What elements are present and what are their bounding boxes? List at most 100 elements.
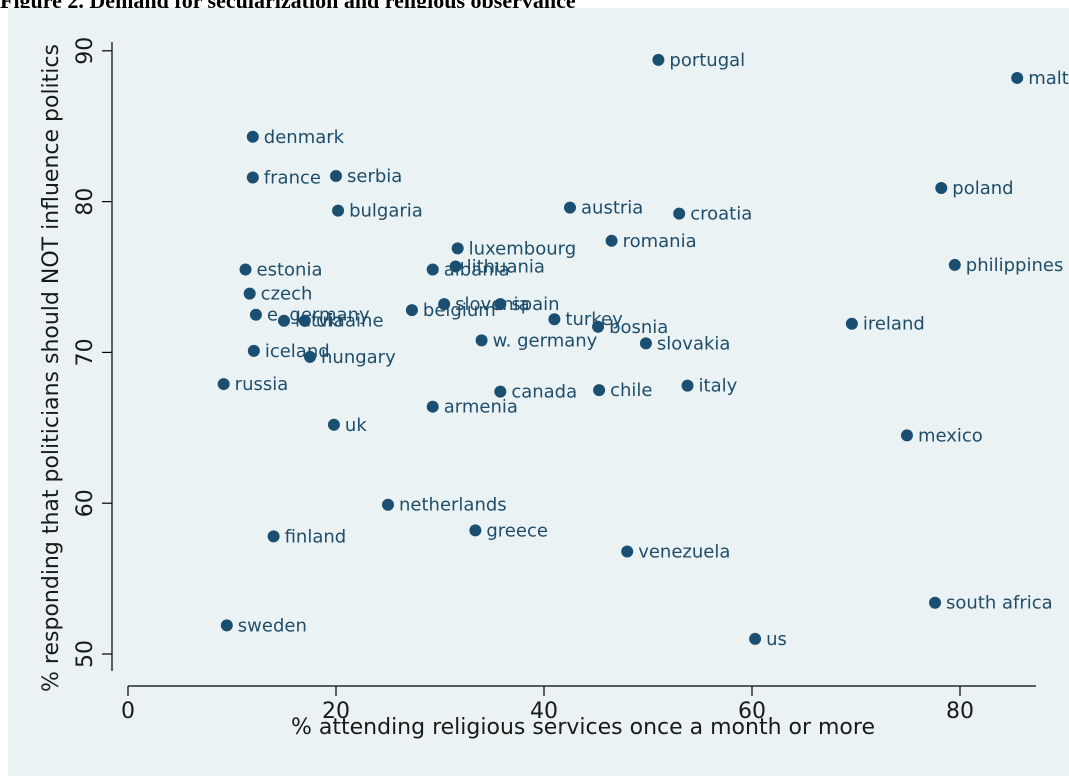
data-point [605, 234, 618, 247]
data-point-label: croatia [690, 204, 752, 225]
data-point [948, 258, 961, 271]
data-point-label: luxembourg [469, 238, 576, 259]
data-point-label: spain [511, 294, 559, 315]
data-point-label: romania [623, 231, 697, 252]
data-point-label: hungary [321, 347, 396, 368]
data-point [929, 596, 942, 609]
data-point-label: south africa [946, 593, 1053, 614]
data-point [332, 204, 345, 217]
data-point [247, 344, 260, 357]
data-point-label: iceland [265, 341, 330, 362]
data-point [475, 334, 488, 347]
data-point [845, 317, 858, 330]
data-point [935, 182, 948, 195]
data-point [327, 418, 340, 431]
data-point [304, 350, 316, 363]
data-point-label: uk [345, 415, 367, 436]
data-point [1011, 71, 1024, 84]
data-point [900, 429, 913, 442]
data-point [593, 384, 606, 397]
data-point-label: sweden [238, 615, 307, 636]
data-point [494, 385, 507, 398]
x-tick-label: 40 [530, 699, 558, 724]
y-tick-label: 50 [73, 640, 98, 668]
data-point-label: bulgaria [349, 201, 423, 222]
x-tick-label: 0 [121, 699, 135, 724]
data-point [681, 379, 694, 392]
scatter-chart: 50 60 70 80 90 0 20 40 60 80 % attending religio… [39, 37, 1069, 740]
data-point-label: turkey [565, 309, 623, 330]
x-tick-label: 20 [322, 699, 350, 724]
data-point-label: lithuania [467, 256, 545, 277]
data-point-label: czech [261, 284, 313, 305]
data-point [382, 498, 394, 511]
data-point-label: us [766, 629, 787, 650]
y-axis-title: % responding that politicians should NOT… [39, 44, 64, 692]
data-point-label: mexico [918, 425, 983, 446]
data-point-label: e. germany [267, 305, 370, 326]
data-point [330, 169, 342, 182]
data-point-label: slovakia [657, 333, 731, 354]
data-point-label: w. germany [493, 330, 598, 351]
data-point [239, 263, 252, 276]
data-points: portugal malta denmark france serbia bulgaria… [217, 50, 1069, 650]
data-point [249, 308, 262, 321]
y-tick-label: 80 [73, 188, 98, 216]
data-point [267, 530, 280, 543]
data-point-label: armenia [444, 397, 518, 418]
x-tick-label: 80 [946, 699, 974, 724]
data-point [564, 201, 576, 214]
data-point [621, 545, 634, 558]
data-point [592, 320, 605, 333]
data-point-label: ukraine [316, 311, 384, 332]
y-tick-label: 60 [73, 489, 98, 517]
x-tick-label: 60 [738, 699, 766, 724]
data-point [278, 314, 290, 327]
data-point [469, 524, 482, 537]
data-point [652, 53, 665, 66]
data-point-label: greece [486, 520, 548, 541]
data-point-label: serbia [347, 166, 402, 187]
data-point-label: philippines [966, 255, 1064, 276]
data-point [405, 304, 418, 317]
data-point-label: denmark [264, 127, 345, 148]
chart-panel: 50 60 70 80 90 0 20 40 60 80 % attending religio… [8, 8, 1069, 776]
data-point-label: portugal [669, 50, 745, 71]
data-point [246, 171, 259, 184]
data-point [749, 632, 762, 645]
data-point [451, 242, 464, 255]
data-point-label: slovenia [455, 294, 530, 315]
data-point [639, 337, 652, 350]
data-point-label: poland [952, 178, 1013, 199]
data-point [246, 130, 259, 143]
y-tick-label: 70 [73, 338, 98, 366]
data-point [217, 378, 230, 391]
data-point-label: netherlands [399, 495, 507, 516]
y-tick-label: 90 [73, 37, 98, 65]
data-point-label: malta [1028, 68, 1069, 89]
data-point [548, 313, 561, 326]
data-point-label: chile [610, 380, 652, 401]
data-point [426, 263, 439, 276]
data-point-label: france [264, 167, 321, 188]
data-point-label: venezuela [638, 541, 730, 562]
data-point [438, 298, 451, 311]
data-point-label: russia [235, 374, 289, 395]
data-point-label: ireland [863, 314, 925, 335]
data-point-label: italy [699, 376, 738, 397]
y-ticks: 50 60 70 80 90 [73, 37, 112, 668]
data-point-label: austria [581, 198, 643, 219]
x-ticks: 0 20 40 60 80 [121, 686, 974, 724]
data-point [298, 314, 311, 327]
x-axis-title: % attending religious services once a mo… [291, 715, 875, 740]
data-point [243, 287, 256, 300]
data-point-label: estonia [257, 259, 323, 280]
data-point-label: canada [511, 382, 577, 403]
data-point [673, 207, 686, 220]
data-point [494, 298, 507, 311]
data-point-label: finland [285, 526, 347, 547]
data-point [220, 619, 233, 632]
data-point [449, 260, 462, 273]
data-point [426, 400, 439, 413]
data-point-label: bosnia [609, 317, 668, 338]
